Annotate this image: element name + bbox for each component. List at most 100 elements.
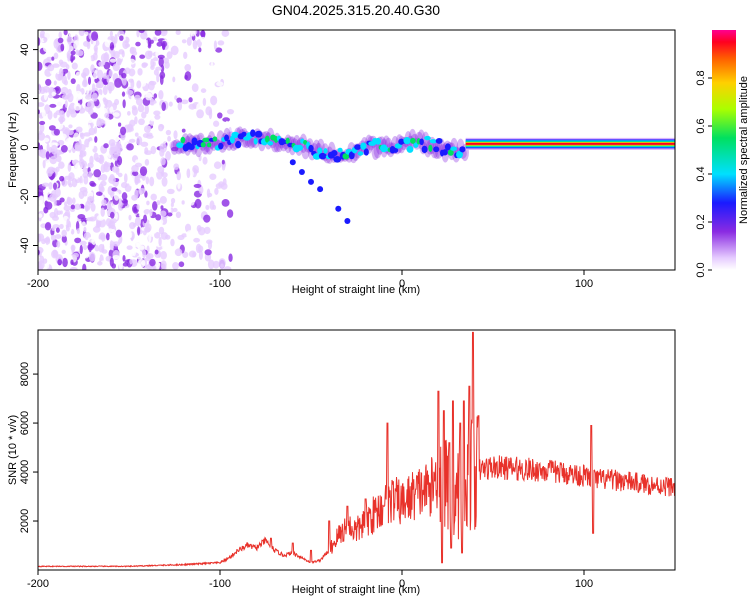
snr-y-ticks: 2000 4000 6000 8000 (19, 362, 38, 533)
noise-speckle (82, 263, 87, 270)
noise-speckle (138, 30, 145, 34)
noise-speckle (87, 236, 96, 243)
noise-speckle (72, 252, 79, 258)
noise-speckle (112, 241, 121, 247)
noise-speckle (118, 49, 125, 55)
noise-speckle (182, 118, 190, 128)
noise-speckle (182, 251, 189, 258)
noise-speckle (181, 39, 187, 44)
noise-speckle (154, 114, 161, 120)
noise-speckle (106, 200, 112, 211)
noise-speckle (207, 41, 212, 46)
noise-speckle (103, 135, 110, 142)
noise-speckle (79, 175, 83, 186)
noise-speckle (118, 261, 123, 270)
noise-speckle (43, 36, 48, 43)
noise-speckle (149, 176, 155, 187)
noise-speckle (60, 86, 69, 95)
noise-speckle (146, 132, 153, 137)
noise-speckle (59, 175, 65, 182)
noise-speckle (123, 173, 128, 184)
noise-speckle (210, 95, 218, 106)
noise-speckle (109, 218, 117, 224)
noise-speckle (53, 128, 60, 136)
noise-speckle (174, 248, 183, 257)
noise-speckle (142, 249, 147, 259)
noise-speckle (67, 162, 72, 172)
noise-speckle (130, 78, 135, 89)
noise-speckle (139, 54, 146, 59)
noise-speckle (137, 202, 144, 212)
noise-speckle (121, 76, 127, 86)
noise-speckle (126, 245, 133, 250)
noise-speckle (131, 194, 138, 201)
noise-speckle (78, 30, 86, 37)
trail-blob (200, 142, 206, 148)
noise-speckle (62, 53, 68, 63)
trail-blob (428, 144, 433, 152)
noise-speckle (146, 200, 150, 206)
noise-speckle (160, 135, 168, 145)
noise-speckle (38, 37, 41, 46)
noise-speckle (129, 119, 136, 127)
noise-speckle (69, 267, 78, 270)
noise-speckle (231, 241, 237, 250)
noise-speckle (108, 85, 113, 94)
noise-speckle (101, 199, 107, 207)
noise-speckle (108, 69, 113, 77)
noise-speckle (79, 208, 85, 213)
noise-speckle (198, 250, 203, 260)
noise-speckle (58, 67, 64, 78)
noise-speckle (38, 213, 43, 218)
noise-speckle (160, 251, 167, 260)
noise-speckle (64, 201, 68, 207)
noise-speckle (56, 240, 61, 248)
noise-speckle (207, 240, 213, 250)
noise-speckle (192, 39, 198, 50)
noise-speckle (198, 47, 202, 53)
spectrogram-y-tick-label: 40 (19, 43, 31, 55)
spectrogram-x-tick-label: 0 (399, 278, 405, 290)
snr-x-tick-label: -100 (209, 578, 231, 590)
noise-speckle (223, 266, 232, 270)
noise-speckle (109, 243, 114, 251)
noise-speckle (158, 236, 162, 247)
noise-speckle (150, 117, 156, 122)
noise-speckle (83, 226, 87, 233)
spectrogram-frame (37, 29, 676, 271)
noise-speckle (193, 121, 201, 131)
trail-blob (459, 146, 466, 153)
noise-speckle (217, 112, 223, 119)
noise-speckle (131, 170, 139, 177)
noise-speckle (145, 92, 153, 101)
noise-speckle (209, 173, 217, 180)
noise-speckle (128, 138, 136, 143)
noise-speckle (57, 37, 64, 44)
trail-blob (264, 135, 270, 143)
snr-x-axis-label: Height of straight line (km) (292, 584, 420, 596)
noise-speckle (188, 250, 197, 258)
noise-speckle (38, 89, 41, 99)
noise-speckle (197, 245, 204, 253)
noise-speckle (159, 74, 164, 85)
noise-speckle (38, 142, 41, 151)
noise-speckle (132, 242, 141, 248)
noise-speckle (77, 214, 86, 220)
noise-speckle (172, 207, 178, 213)
noise-speckle (118, 198, 122, 207)
noise-speckle (170, 197, 176, 204)
spectrogram-x-tick-label: -100 (209, 278, 231, 290)
noise-speckle (212, 204, 217, 210)
noise-speckle (115, 142, 121, 151)
noise-speckle (122, 99, 126, 109)
colorbar-tick-label: 0.0 (695, 262, 707, 277)
noise-speckle (136, 255, 144, 260)
colorbar-tick-label: 0.8 (695, 70, 707, 85)
noise-speckle (181, 128, 186, 133)
trail-blob (413, 142, 419, 148)
noise-speckle (128, 68, 136, 77)
trail-blob (433, 146, 440, 153)
noise-speckle (86, 195, 95, 205)
noise-speckle (65, 153, 72, 163)
noise-speckle (131, 50, 138, 56)
